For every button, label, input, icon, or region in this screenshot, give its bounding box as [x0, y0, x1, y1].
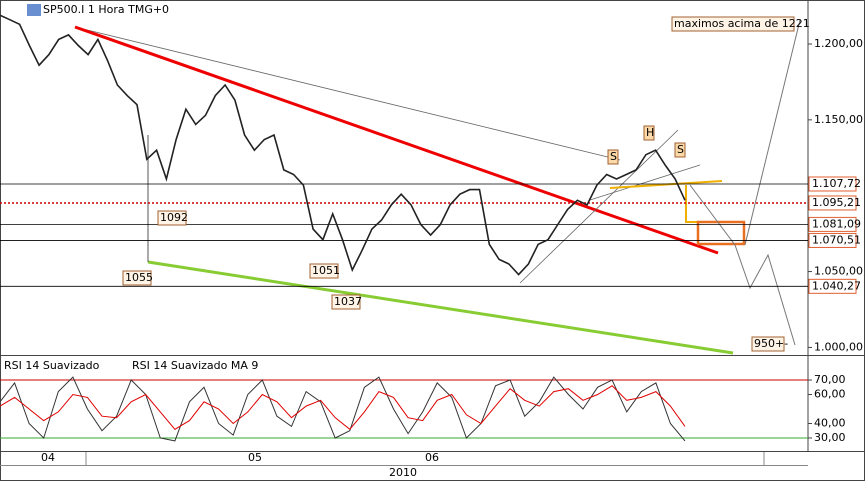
- neckline: [609, 180, 723, 189]
- legend-entry[interactable]: RSI 14 Suavizado MA 9: [132, 359, 258, 372]
- x-year-label: 2010: [389, 466, 417, 479]
- annotation: 950+-: [754, 337, 788, 350]
- y-tick-label: 40,00: [814, 416, 846, 429]
- level-label-box: [808, 176, 857, 192]
- trendline: [74, 25, 719, 255]
- y-tick-label: 1.050,00: [814, 265, 863, 278]
- annotation: 1092: [160, 211, 188, 224]
- level-label-box: [808, 278, 857, 294]
- level-label: 1.081,09: [812, 217, 861, 230]
- x-tick-label: 06: [425, 451, 439, 464]
- annotation-box: [309, 263, 339, 279]
- trendline: [74, 26, 621, 161]
- y-tick-label: 1.150,00: [814, 113, 863, 126]
- projection: [685, 185, 698, 223]
- y-tick-label: 30,00: [814, 431, 846, 444]
- trendline: [147, 260, 734, 355]
- annotation-box: [157, 210, 187, 226]
- target-box: [696, 220, 746, 246]
- annotation: H: [646, 126, 654, 139]
- annotation: 1037: [334, 295, 362, 308]
- series-line: [0, 14, 686, 276]
- annotation-box: [643, 125, 655, 141]
- annotation: 1051: [312, 264, 340, 277]
- y-tick-label: 70,00: [814, 373, 846, 386]
- annotation-box: [331, 294, 361, 310]
- level-label-box: [808, 216, 857, 232]
- trendline: [589, 164, 701, 201]
- y-tick-label: 60,00: [814, 388, 846, 401]
- y-tick-label: 1.000,00: [814, 340, 863, 353]
- legend-entry[interactable]: RSI 14 Suavizado: [4, 359, 100, 372]
- level-label: 1.070,51: [812, 233, 861, 246]
- annotation-box: [751, 336, 785, 352]
- series-line: [0, 376, 686, 442]
- chart-title[interactable]: SP500.I 1 Hora TMG+0: [43, 3, 169, 16]
- annotation: S: [677, 143, 684, 156]
- logo: [27, 4, 41, 16]
- annotation: maximos acima de 1221: [674, 17, 810, 30]
- level-label-box: [808, 232, 857, 248]
- annotation: S: [610, 150, 617, 163]
- x-tick-label: 05: [248, 451, 262, 464]
- projection: [689, 184, 796, 346]
- level-label: 1.107,72: [812, 177, 861, 190]
- projection: [744, 19, 801, 246]
- trendline: [519, 129, 679, 284]
- annotation-box: [674, 142, 686, 158]
- annotation-box: [671, 16, 795, 32]
- level-label: 1.040,27: [812, 279, 861, 292]
- annotation-box: [607, 149, 619, 165]
- y-tick-label: 1.200,00: [814, 37, 863, 50]
- annotation: 1055: [125, 271, 153, 284]
- level-label: 1.095,21: [812, 196, 861, 209]
- level-label-box: [808, 195, 857, 211]
- series-line: [0, 385, 686, 430]
- x-tick-label: 04: [41, 451, 55, 464]
- annotation-box: [122, 270, 152, 286]
